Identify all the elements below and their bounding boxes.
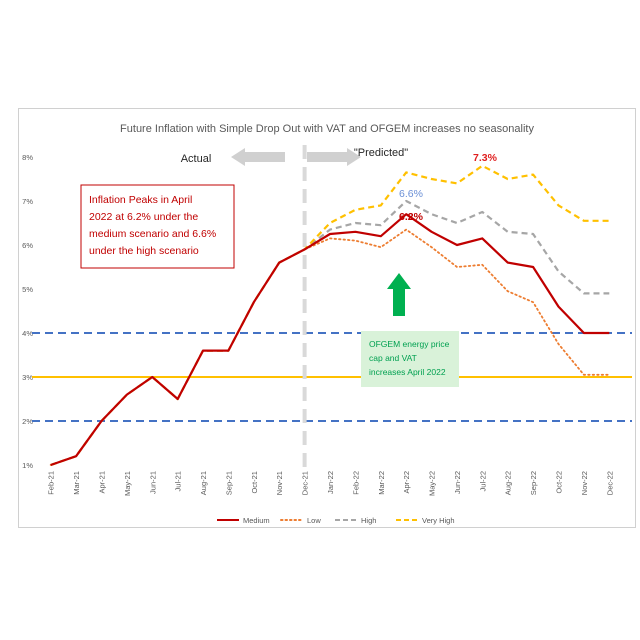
x-tick-label: Mar-21 [72, 471, 81, 495]
predicted-label: "Predicted" [354, 147, 408, 159]
actual-label: Actual [181, 153, 212, 165]
peak-high-label: 6.6% [399, 188, 423, 200]
x-tick-label: Mar-22 [377, 471, 386, 495]
series-line-very-high [50, 164, 610, 467]
x-tick-label: Oct-21 [250, 471, 259, 494]
inflation-note-line-1: Inflation Peaks in April [89, 194, 192, 206]
x-tick-label: Jul-21 [174, 471, 183, 491]
series-line-medium [50, 213, 610, 467]
legend-label: Very High [422, 516, 455, 525]
x-tick-label: Jan-22 [326, 471, 335, 494]
ofgem-note-line-3: increases April 2022 [369, 367, 446, 377]
inflation-peaks-annotation: Inflation Peaks in April 2022 at 6.2% un… [80, 184, 235, 269]
series-line-high [50, 199, 610, 467]
y-tick-label: 4% [22, 329, 33, 338]
ofgem-note-line-1: OFGEM energy price [369, 339, 450, 349]
x-tick-label: Dec-22 [605, 471, 614, 495]
x-tick-label: Aug-22 [504, 471, 513, 495]
ofgem-annotation: OFGEM energy price cap and VAT increases… [361, 331, 459, 387]
x-tick-label: Nov-22 [580, 471, 589, 495]
left-arrow-icon [231, 148, 285, 166]
x-tick-label: Aug-21 [199, 471, 208, 495]
peak-very-high-label: 7.3% [473, 152, 498, 164]
x-tick-label: Jun-22 [453, 471, 462, 494]
right-arrow-icon [307, 148, 361, 166]
y-tick-label: 1% [22, 461, 33, 470]
y-tick-label: 7% [22, 197, 33, 206]
x-tick-label: Jun-21 [148, 471, 157, 494]
chart-frame: Future Inflation with Simple Drop Out wi… [18, 108, 636, 528]
x-tick-label: Nov-21 [275, 471, 284, 495]
inflation-note-line-2: 2022 at 6.2% under the [89, 211, 198, 223]
x-tick-label: May-21 [123, 471, 132, 496]
y-tick-label: 6% [22, 241, 33, 250]
x-tick-label: Feb-21 [47, 471, 56, 495]
x-tick-label: May-22 [428, 471, 437, 496]
up-arrow-icon [387, 273, 411, 316]
chart-title: Future Inflation with Simple Drop Out wi… [120, 123, 534, 135]
x-tick-label: Apr-21 [97, 471, 106, 494]
x-tick-label: Sep-21 [224, 471, 233, 495]
ofgem-note-line-2: cap and VAT [369, 353, 417, 363]
inflation-note-line-3: medium scenario and 6.6% [89, 228, 216, 240]
chart-legend: Medium Low High Very High [217, 516, 455, 525]
y-tick-label: 2% [22, 417, 33, 426]
peak-medium-label: 6.2% [399, 211, 424, 223]
inflation-chart: Future Inflation with Simple Drop Out wi… [22, 123, 632, 525]
y-tick-label: 8% [22, 153, 33, 162]
x-tick-label: Jul-22 [478, 471, 487, 491]
x-tick-label: Dec-21 [301, 471, 310, 495]
y-tick-label: 5% [22, 285, 33, 294]
x-tick-label: Apr-22 [402, 471, 411, 494]
legend-label: Medium [243, 516, 270, 525]
legend-label: Low [307, 516, 321, 525]
inflation-note-line-4: under the high scenario [89, 245, 199, 257]
legend-label: High [361, 516, 376, 525]
x-tick-label: Oct-22 [555, 471, 564, 494]
x-tick-label: Sep-22 [529, 471, 538, 495]
y-tick-label: 3% [22, 373, 33, 382]
x-tick-label: Feb-22 [351, 471, 360, 495]
